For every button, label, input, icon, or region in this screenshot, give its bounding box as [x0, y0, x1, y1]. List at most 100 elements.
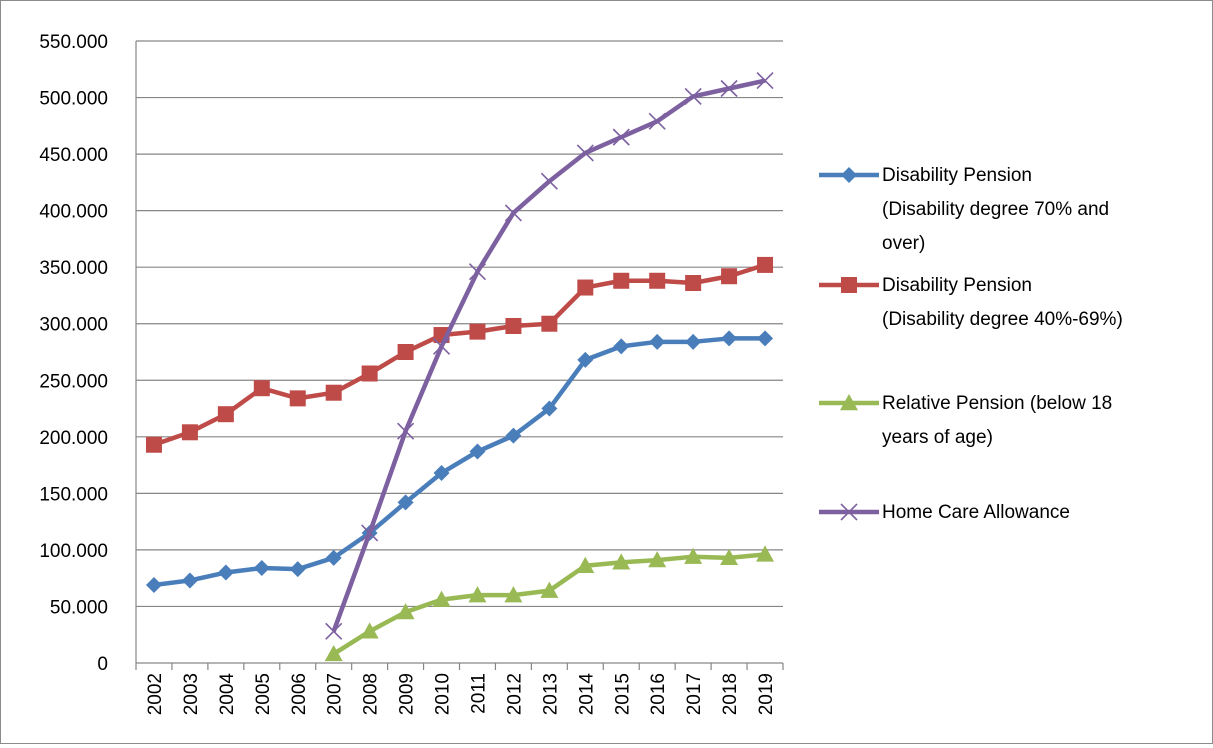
gridlines	[136, 40, 783, 608]
y-tick-label: 500.000	[39, 89, 108, 110]
y-tick-label: 400.000	[39, 202, 108, 223]
series-4	[325, 72, 774, 640]
data-point	[648, 112, 666, 130]
legend-label: Home Care Allowance	[882, 502, 1070, 523]
data-point	[612, 128, 630, 146]
x-tick-label: 2010	[433, 673, 454, 715]
x-tick-label: 2017	[684, 673, 705, 715]
data-point	[505, 317, 522, 334]
data-point	[841, 167, 857, 183]
data-point	[504, 204, 522, 222]
data-point	[685, 275, 702, 292]
x-tick-label: 2018	[720, 673, 741, 715]
x-tick-label: 2006	[289, 673, 310, 715]
y-tick-label: 50.000	[50, 597, 108, 618]
data-point	[217, 406, 234, 423]
legend-item-4: Home Care Allowance	[819, 502, 1070, 523]
x-tick-label: 2013	[540, 673, 561, 715]
series-layer	[145, 72, 775, 662]
data-point	[612, 553, 631, 570]
data-point	[684, 547, 703, 564]
series-line	[153, 262, 766, 447]
y-tick-label: 450.000	[39, 145, 108, 166]
series-2	[145, 256, 774, 453]
data-point	[325, 622, 343, 640]
y-tick-label: 0	[97, 654, 108, 675]
x-tick-label: 2002	[145, 673, 166, 715]
data-point	[720, 79, 738, 98]
x-tick-label: 2007	[325, 673, 346, 715]
data-point	[468, 263, 487, 281]
y-tick-label: 150.000	[39, 484, 108, 505]
x-tick-label: 2009	[397, 673, 418, 715]
series-line	[332, 552, 766, 656]
data-point	[720, 548, 739, 566]
x-tick-label: 2011	[468, 673, 489, 714]
x-tick-label: 2016	[648, 673, 669, 715]
data-point	[397, 494, 414, 511]
data-point	[361, 365, 378, 382]
x-tick-label: 2004	[217, 673, 238, 716]
y-tick-label: 250.000	[39, 371, 108, 392]
data-point	[613, 338, 630, 355]
data-point	[540, 172, 558, 190]
data-point	[721, 268, 738, 285]
data-point	[577, 279, 594, 296]
data-point	[756, 545, 775, 562]
legend: Disability Pension (Disability degree 70%…	[819, 165, 1123, 523]
y-tick-label: 550.000	[39, 32, 108, 53]
data-point	[840, 503, 858, 521]
x-axis: 2002 2003 2004 2005 2006 2007 2008 2009 2010 2011…	[135, 662, 784, 716]
x-tick-label: 2019	[756, 673, 777, 715]
legend-label: Disability Pension	[882, 275, 1032, 296]
data-point	[504, 586, 523, 603]
data-point	[684, 87, 702, 105]
data-point	[397, 344, 414, 360]
x-tick-label: 2005	[253, 673, 274, 715]
data-point	[840, 394, 858, 411]
data-point	[253, 560, 270, 577]
legend-item-2: Disability Pension (Disability degree 40%…	[819, 275, 1123, 330]
data-point	[721, 330, 738, 347]
data-point	[360, 622, 379, 639]
data-point	[685, 333, 702, 350]
y-tick-label: 350.000	[39, 258, 108, 279]
x-tick-label: 2003	[181, 673, 202, 715]
data-point	[577, 351, 594, 368]
y-tick-label: 300.000	[39, 315, 108, 336]
data-point	[576, 144, 594, 162]
legend-label: (Disability degree 40%-69%)	[882, 309, 1123, 330]
legend-label: Disability Pension	[882, 165, 1032, 186]
x-tick-label: 2008	[361, 673, 382, 715]
data-point	[469, 323, 486, 340]
data-point	[432, 337, 451, 355]
data-point	[181, 572, 198, 589]
data-point	[468, 586, 487, 603]
legend-label: years of age)	[882, 427, 993, 448]
y-tick-label: 100.000	[39, 541, 108, 562]
series-3	[324, 545, 775, 662]
data-point	[145, 576, 162, 593]
data-point	[325, 384, 342, 401]
data-point	[757, 330, 774, 347]
legend-item-3: Relative Pension (below 18 years of age)	[819, 393, 1112, 448]
x-tick-label: 2015	[612, 673, 633, 715]
data-point	[432, 590, 451, 607]
data-point	[576, 556, 595, 573]
data-point	[540, 581, 559, 598]
legend-item-1: Disability Pension (Disability degree 70%…	[819, 165, 1109, 254]
y-tick-label: 200.000	[39, 428, 108, 449]
data-point	[433, 465, 450, 482]
data-point	[396, 603, 415, 620]
data-point	[541, 315, 558, 332]
data-point	[289, 561, 306, 578]
x-tick-label: 2014	[576, 673, 597, 716]
data-point	[397, 422, 415, 440]
data-point	[648, 551, 667, 568]
data-point	[181, 424, 198, 441]
legend-label: Relative Pension (below 18	[882, 393, 1112, 414]
data-point	[505, 427, 522, 444]
data-point	[217, 564, 234, 581]
